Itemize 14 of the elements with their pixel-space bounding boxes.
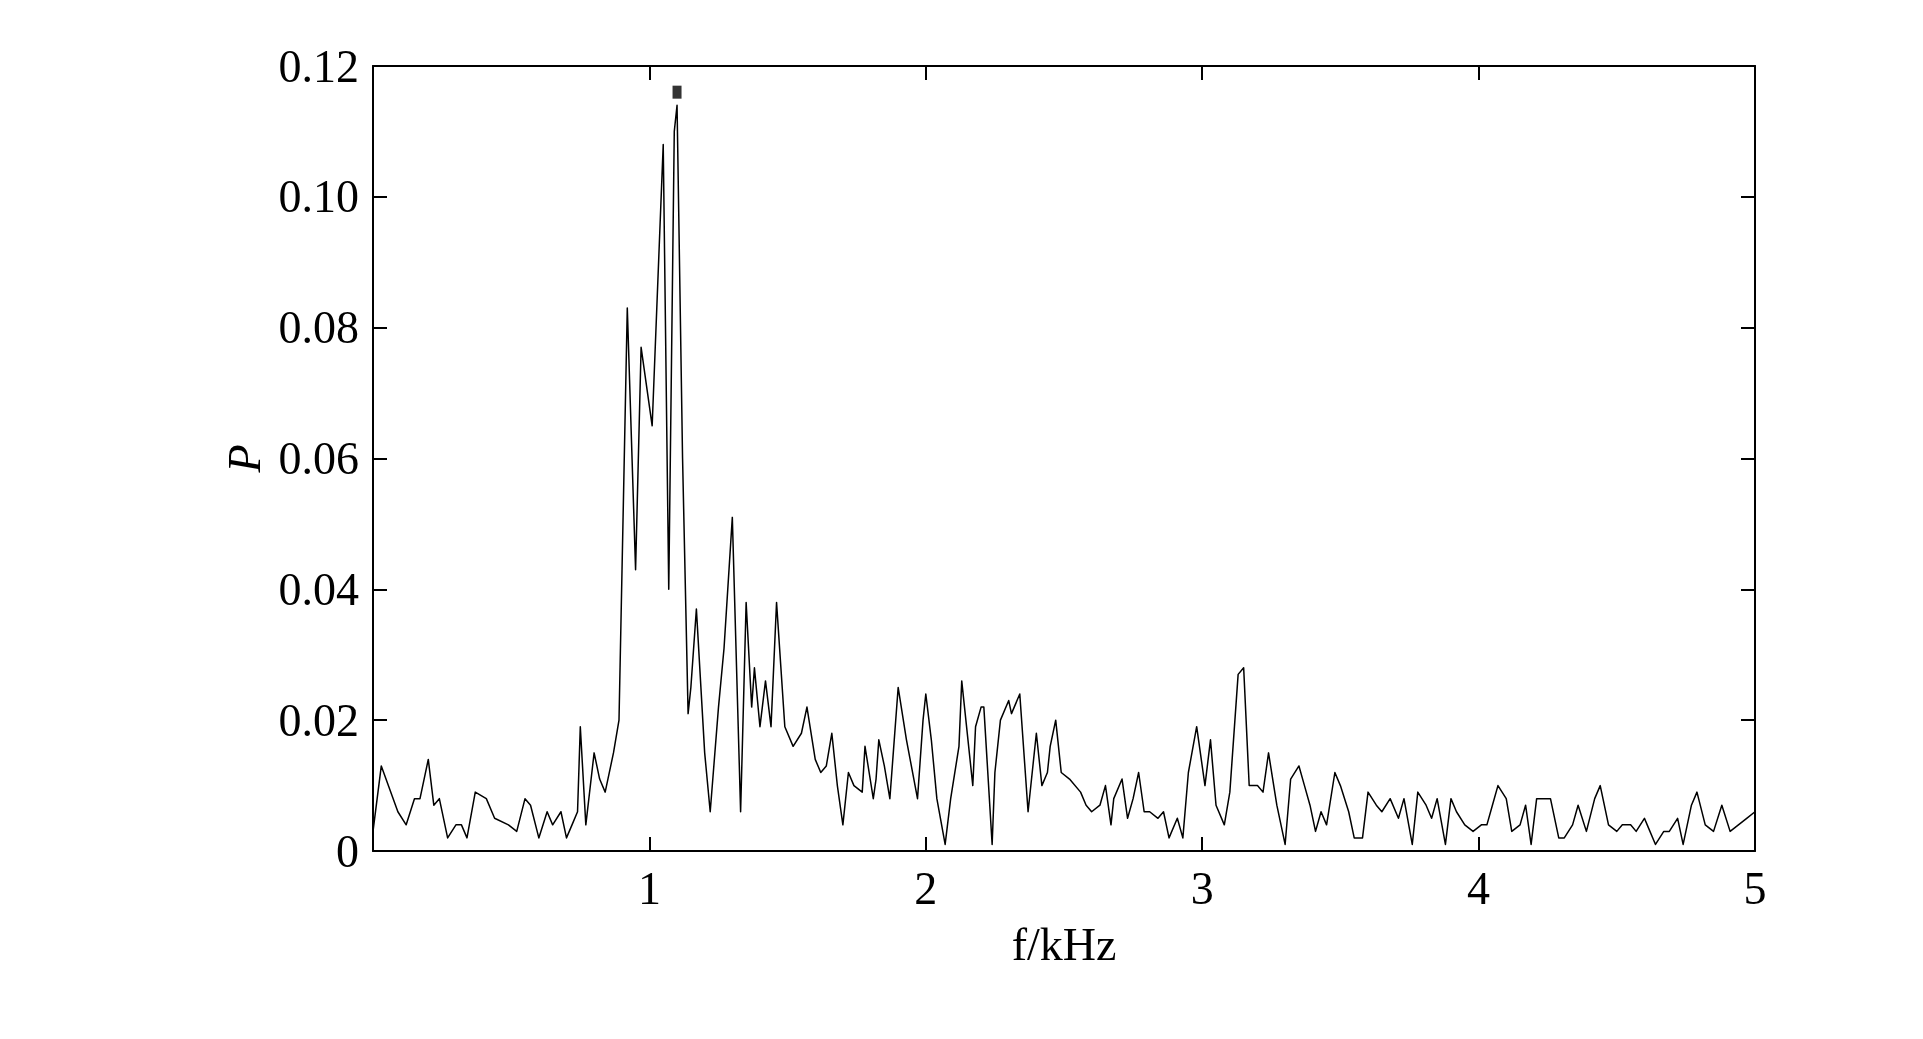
y-tick-label: 0 [336, 825, 359, 877]
y-tick-label: 0.12 [278, 40, 359, 92]
x-tick-label: 3 [1190, 862, 1214, 914]
y-axis-title: P [219, 444, 271, 474]
y-tick-label: 0.02 [278, 694, 359, 746]
x-axis-title: f/kHz [1011, 918, 1117, 970]
y-tick-label: 0.04 [278, 563, 359, 615]
x-tick-label: 4 [1467, 862, 1491, 914]
x-tick-label: 5 [1743, 862, 1767, 914]
x-tick-label: 1 [637, 862, 661, 914]
y-tick-label: 0.08 [278, 302, 359, 354]
y-tick-label: 0.06 [278, 433, 359, 484]
y-tick-label: 0.10 [278, 171, 359, 223]
x-tick-label: 2 [914, 862, 938, 914]
